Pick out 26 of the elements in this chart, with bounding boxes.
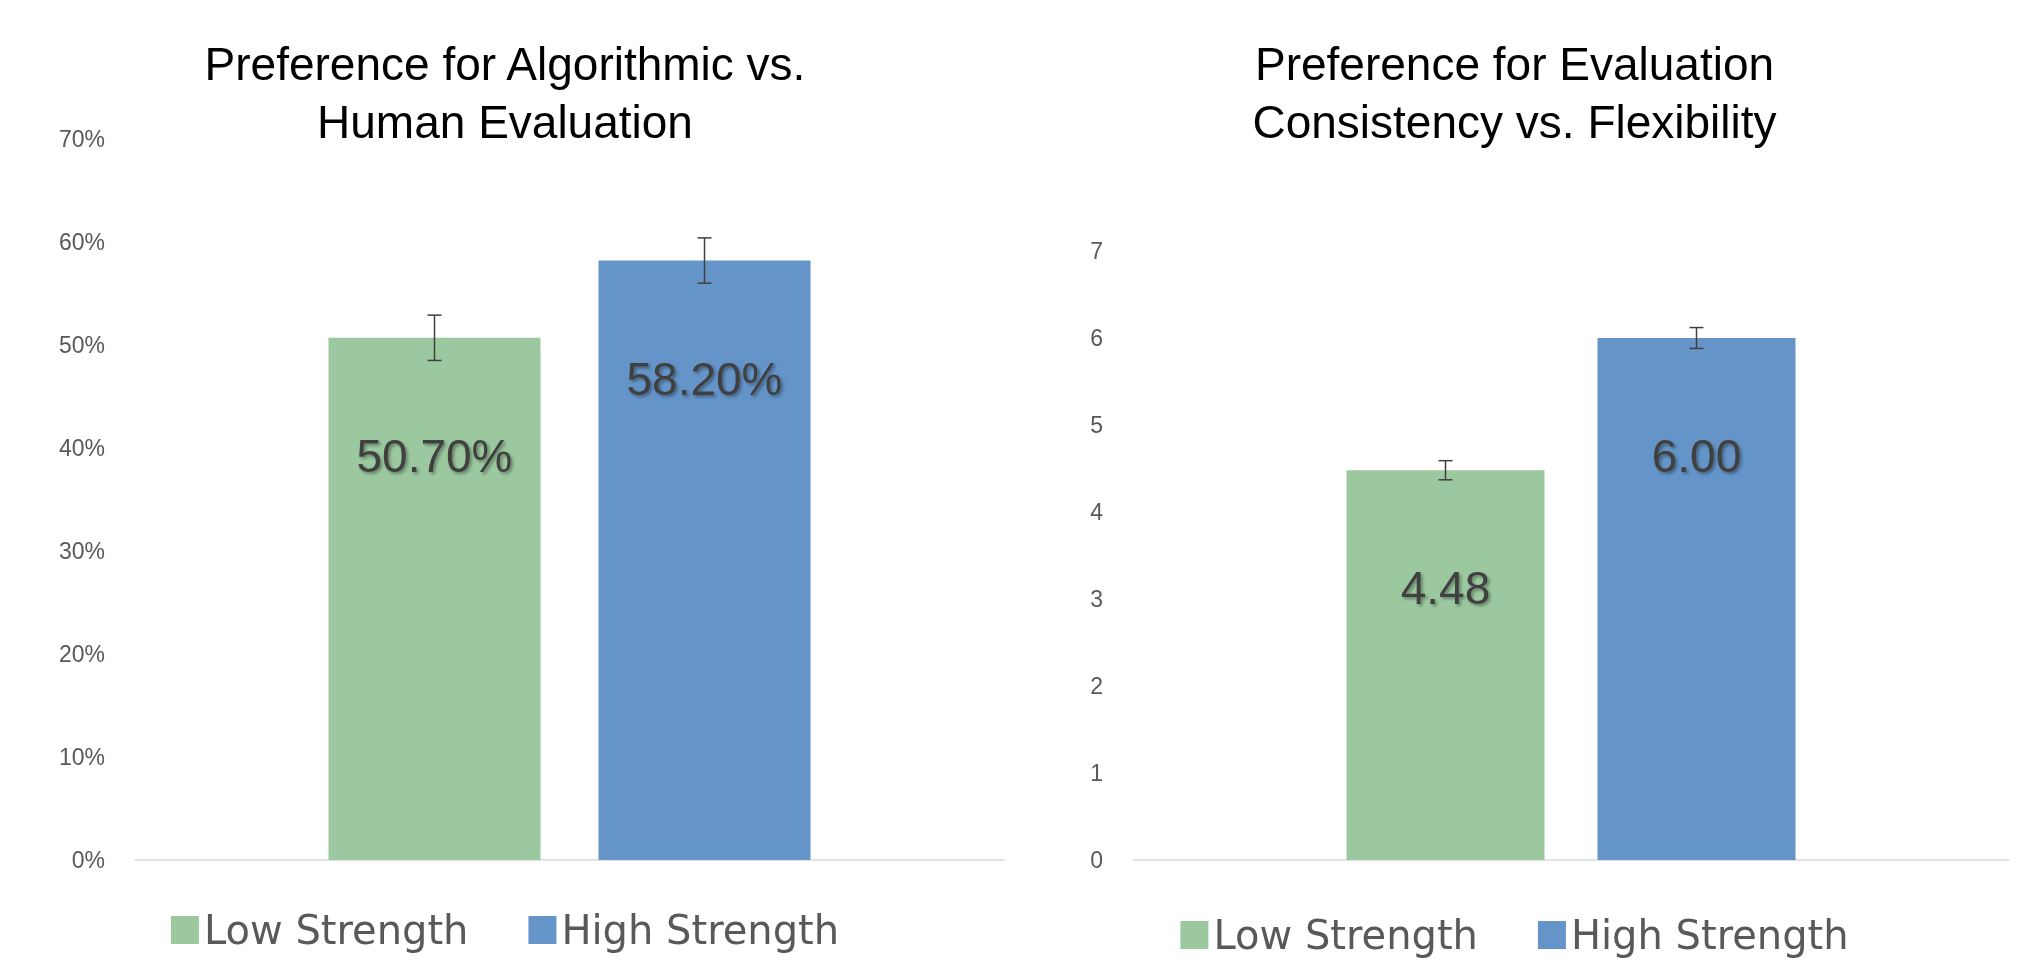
data-label: 4.48 xyxy=(1400,562,1491,615)
data-label: 6.00 xyxy=(1651,430,1742,482)
data-label: 50.70% xyxy=(356,429,513,482)
y-tick-label: 5 xyxy=(1090,412,1103,438)
y-tick-label: 60% xyxy=(58,229,105,255)
y-tick-label: 50% xyxy=(58,332,105,358)
data-label: 58.20% xyxy=(626,352,783,405)
y-tick-label: 30% xyxy=(58,538,105,564)
y-tick-label: 10% xyxy=(58,744,105,770)
y-tick-label: 6 xyxy=(1090,325,1103,351)
y-tick-label: 70% xyxy=(58,126,105,152)
y-tick-label: 1 xyxy=(1090,760,1103,786)
legend-label: Low Strength xyxy=(1213,912,1478,958)
chart-title: Preference for Evaluation Consistency vs. Flexibility xyxy=(1252,38,1777,148)
y-tick-label: 0% xyxy=(71,847,105,873)
y-tick-label: 7 xyxy=(1090,238,1103,264)
y-tick-label: 40% xyxy=(58,435,105,461)
legend-label: Low Strength xyxy=(203,907,469,953)
y-tick-label: 20% xyxy=(58,641,105,667)
chart-title: Preference for Algorithmic vs. Human Evaluation xyxy=(204,38,806,148)
legend-label: High Strength xyxy=(1570,912,1849,958)
y-tick-label: 4 xyxy=(1090,499,1104,525)
y-tick-label: 3 xyxy=(1090,586,1103,612)
y-tick-label: 0 xyxy=(1090,847,1103,873)
y-tick-label: 2 xyxy=(1090,673,1103,699)
legend-label: High Strength xyxy=(561,907,840,953)
